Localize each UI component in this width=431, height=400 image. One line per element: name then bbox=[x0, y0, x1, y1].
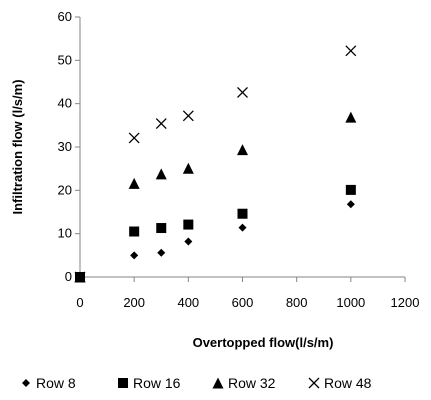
legend-item: Row 8 bbox=[22, 375, 76, 391]
legend-marker bbox=[212, 377, 224, 389]
x-ticks: 0 200 400 600 800 1000 1200 bbox=[76, 277, 419, 310]
data-point bbox=[155, 118, 167, 130]
x-tick-label: 600 bbox=[232, 295, 254, 310]
data-point bbox=[128, 132, 140, 144]
legend-marker bbox=[22, 379, 30, 387]
data-point bbox=[345, 111, 357, 123]
y-tick-label: 60 bbox=[58, 9, 72, 24]
data-point bbox=[237, 144, 248, 156]
data-point bbox=[184, 237, 193, 246]
x-tick-label: 200 bbox=[123, 295, 145, 310]
series-row-32 bbox=[74, 111, 357, 283]
data-point bbox=[157, 248, 166, 257]
data-point bbox=[238, 223, 247, 232]
series-row-16 bbox=[75, 184, 356, 282]
y-tick-label: 20 bbox=[58, 182, 72, 197]
series-row-8 bbox=[76, 200, 355, 281]
legend-label: Row 8 bbox=[36, 375, 76, 391]
series-row-48 bbox=[74, 45, 357, 283]
data-point bbox=[130, 251, 139, 260]
y-tick-label: 50 bbox=[58, 52, 72, 67]
data-points bbox=[74, 45, 357, 283]
data-point bbox=[346, 200, 355, 209]
data-point bbox=[345, 184, 356, 195]
data-point bbox=[345, 45, 357, 57]
data-point bbox=[182, 110, 194, 122]
y-axis-title: Infiltration flow (l/s/m) bbox=[10, 79, 25, 214]
legend-label: Row 48 bbox=[324, 375, 372, 391]
data-point bbox=[237, 86, 248, 98]
y-tick-label: 0 bbox=[65, 269, 72, 284]
x-tick-label: 400 bbox=[177, 295, 199, 310]
legend-marker bbox=[118, 378, 128, 388]
legend-item: Row 32 bbox=[212, 375, 276, 391]
y-tick-label: 40 bbox=[58, 96, 72, 111]
data-point bbox=[183, 219, 194, 230]
y-tick-label: 10 bbox=[58, 226, 72, 241]
x-tick-label: 1000 bbox=[336, 295, 365, 310]
data-point bbox=[155, 168, 167, 180]
data-point bbox=[182, 162, 194, 174]
y-tick-label: 30 bbox=[58, 139, 72, 154]
data-point bbox=[237, 208, 248, 219]
x-tick-label: 0 bbox=[76, 295, 83, 310]
legend-label: Row 32 bbox=[228, 375, 276, 391]
x-tick-label: 800 bbox=[286, 295, 308, 310]
legend: Row 8 Row 16 Row 32 Row 48 bbox=[22, 375, 372, 391]
legend-marker bbox=[308, 377, 320, 389]
legend-label: Row 16 bbox=[133, 375, 181, 391]
legend-item: Row 48 bbox=[308, 375, 372, 391]
data-point bbox=[129, 226, 140, 237]
legend-item: Row 16 bbox=[118, 375, 181, 391]
y-ticks: 0 10 20 30 40 50 60 bbox=[58, 9, 80, 284]
data-point bbox=[74, 271, 86, 283]
x-tick-label: 1200 bbox=[391, 295, 420, 310]
data-point bbox=[128, 177, 140, 189]
data-point bbox=[156, 223, 167, 234]
x-axis-title: Overtopped flow(l/s/m) bbox=[193, 335, 334, 350]
